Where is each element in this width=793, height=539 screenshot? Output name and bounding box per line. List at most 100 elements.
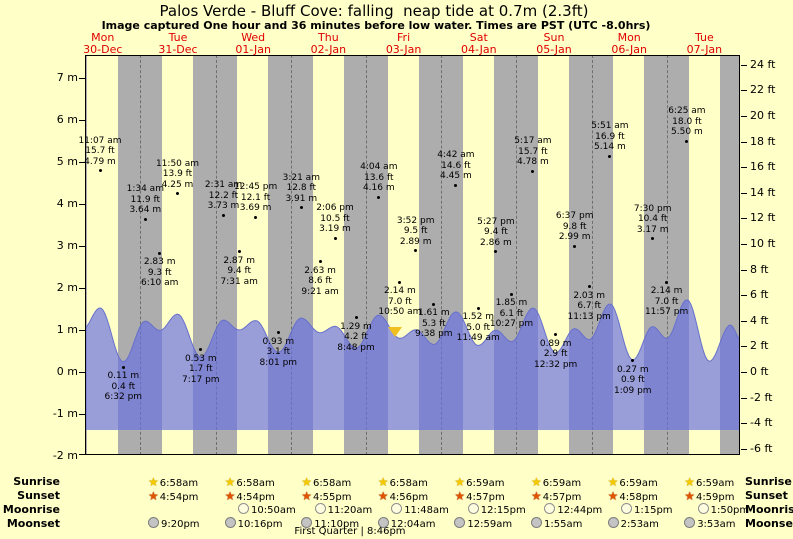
tick-mark xyxy=(79,246,85,247)
day-name: Mon xyxy=(91,31,115,44)
day-boundary-line xyxy=(666,55,668,455)
tide-event-dot xyxy=(651,237,655,241)
tick-mark xyxy=(741,295,747,297)
tide-event-label: 1:34 am 11.9 ft 3.64 m xyxy=(113,184,177,216)
tide-high-label-line: 16.9 ft xyxy=(595,131,625,142)
axis-tick-label-m: 3 m xyxy=(56,239,78,252)
astro-entry: ★4:54pm xyxy=(148,489,198,503)
axis-tick-label-m: 5 m xyxy=(56,155,78,168)
day-label: Mon 06-Jan xyxy=(592,32,667,55)
tide-low-label-line: 0.53 m xyxy=(184,353,217,364)
axis-tick-label-m: 6 m xyxy=(56,113,78,126)
axis-tick-label-m: 4 m xyxy=(56,197,78,210)
day-name: Tue xyxy=(694,31,714,44)
tide-low-label-line: 11:57 pm xyxy=(644,307,689,318)
tide-event-label: 0.89 m 2.9 ft 12:32 pm xyxy=(524,339,588,371)
axis-tick-label-m: 7 m xyxy=(56,71,78,84)
tide-high-label-line: 2.86 m xyxy=(480,237,512,248)
sunset-icon: ★ xyxy=(301,489,312,503)
moonrise-icon xyxy=(238,503,249,514)
day-date: 31-Dec xyxy=(158,42,198,56)
sunset-icon: ★ xyxy=(377,489,389,503)
moonrise-icon xyxy=(314,503,326,514)
tide-event-dot xyxy=(98,169,102,173)
astro-time: 12:59am xyxy=(467,519,513,530)
tide-low-label-line: 0.9 ft xyxy=(620,375,645,386)
tick-mark xyxy=(741,372,747,373)
astro-time: 4:57pm xyxy=(466,492,505,503)
axis-tick-label-ft: 10 ft xyxy=(750,237,776,250)
day-boundary-line xyxy=(516,55,518,455)
tide-event-label: 5:51 am 16.9 ft 5.14 m xyxy=(578,121,642,153)
tick-mark xyxy=(741,116,747,117)
tide-high-label-line: 2.99 m xyxy=(558,232,591,243)
day-date: 01-Jan xyxy=(235,42,271,56)
tide-event-dot xyxy=(333,236,337,240)
tick-mark xyxy=(741,218,747,220)
tide-area xyxy=(85,299,740,430)
tide-high-label-line: 5:27 pm xyxy=(477,216,515,227)
tide-event-dot xyxy=(318,260,322,263)
astro-time: 4:57pm xyxy=(542,492,582,503)
tide-event-label: 1.85 m 6.1 ft 10:27 pm xyxy=(480,298,544,330)
tide-high-label-line: 5.50 m xyxy=(671,127,703,137)
astro-row-label-right: Sunset xyxy=(745,489,788,502)
tick-mark xyxy=(741,192,747,194)
tick-mark xyxy=(741,90,747,92)
tide-event-dot xyxy=(254,215,258,219)
tide-event-dot xyxy=(685,139,689,143)
astro-time: 4:55pm xyxy=(312,492,352,503)
astro-entry: 3:53am xyxy=(684,517,736,530)
tide-event-label: 3:21 am 12.8 ft 3.91 m xyxy=(269,173,333,205)
tide-event-label: 2:06 pm 10.5 ft 3.19 m xyxy=(303,203,367,235)
astro-entry: ★6:58am xyxy=(301,475,351,489)
tide-low-label-line: 7:31 am xyxy=(220,276,258,287)
tick-mark xyxy=(741,320,747,322)
sunset-icon: ★ xyxy=(531,489,542,503)
tide-event-dot xyxy=(176,192,179,195)
tide-event-dot xyxy=(531,169,535,173)
day-date: 05-Jan xyxy=(536,42,572,56)
astro-entry: ★6:58am xyxy=(378,475,428,489)
tick-mark xyxy=(79,414,85,415)
moonrise-icon xyxy=(621,503,632,514)
astro-time: 4:58pm xyxy=(619,492,658,503)
astro-entry: 9:20pm xyxy=(148,517,200,530)
moon-phase-label: First Quarter | 8:46pm xyxy=(294,526,406,537)
astro-entry: 1:55am xyxy=(531,517,582,530)
tide-event-label: 2.03 m 6.7 ft 11:13 pm xyxy=(557,291,621,323)
day-label: Mon 30-Dec xyxy=(65,32,140,55)
tide-event-dot xyxy=(665,280,669,284)
astro-time: 4:59pm xyxy=(695,492,735,503)
astro-time: 6:58am xyxy=(159,478,199,489)
tick-mark xyxy=(741,448,747,450)
tide-event-dot xyxy=(510,292,513,296)
axis-tick-label-m: -1 m xyxy=(52,407,78,420)
axis-tick-label-ft: 22 ft xyxy=(750,83,776,97)
tide-event-label: 2.87 m 9.4 ft 7:31 am xyxy=(207,256,271,288)
astro-time: 4:54pm xyxy=(236,492,275,503)
tide-high-label-line: 3.19 m xyxy=(319,224,351,234)
tide-high-label-line: 1:34 am xyxy=(126,184,164,195)
axis-tick-label-ft: 18 ft xyxy=(750,134,776,148)
tide-event-dot xyxy=(432,302,436,306)
astro-time: 6:59am xyxy=(619,478,658,489)
moonset-icon xyxy=(531,517,542,528)
tide-event-dot xyxy=(587,285,591,289)
moonset-icon xyxy=(377,517,389,528)
astro-entry: 11:20am xyxy=(314,503,372,516)
astro-entry: 12:59am xyxy=(454,517,512,530)
astro-time: 1:15pm xyxy=(634,505,673,516)
day-label: Sun 05-Jan xyxy=(516,32,591,55)
astro-entry: 11:10pm xyxy=(301,517,359,530)
tide-high-label-line: 11:50 am xyxy=(155,158,200,169)
tide-low-label-line: 3.1 ft xyxy=(266,347,291,358)
tick-mark xyxy=(79,454,85,455)
tide-low-label-line: 10:50 am xyxy=(378,307,422,318)
tide-event-label: 0.93 m 3.1 ft 8:01 pm xyxy=(246,337,310,369)
moonrise-icon xyxy=(467,503,479,514)
day-name: Mon xyxy=(617,31,641,44)
tide-low-label-line: 6.1 ft xyxy=(499,308,524,319)
tide-low-label-line: 9:21 am xyxy=(301,286,339,297)
tide-low-label-line: 2.03 m xyxy=(573,290,606,301)
